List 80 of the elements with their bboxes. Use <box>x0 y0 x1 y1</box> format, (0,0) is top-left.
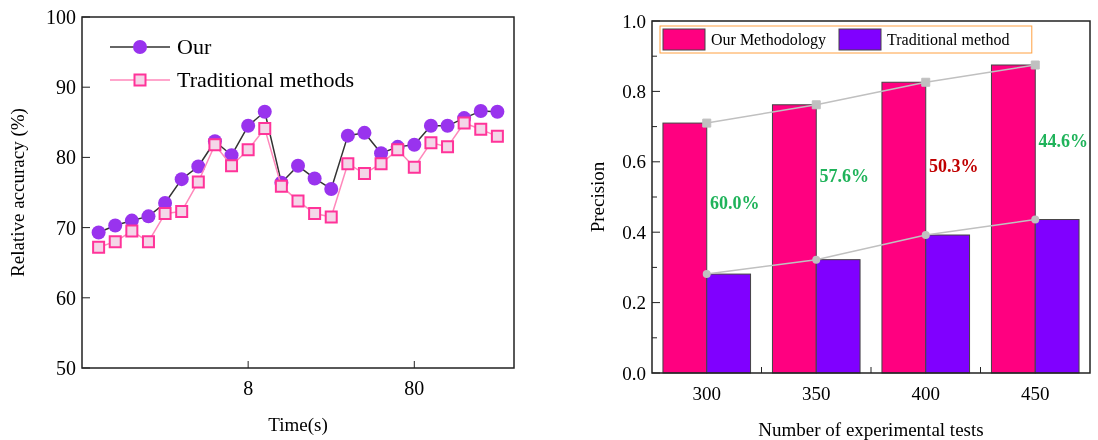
point <box>702 118 712 128</box>
point <box>441 140 455 154</box>
legend-label: Our <box>177 34 212 59</box>
point <box>307 171 322 186</box>
point <box>811 100 821 110</box>
x-tick-label: 350 <box>802 383 831 404</box>
y-tick-label: 90 <box>56 76 76 99</box>
point <box>423 118 438 133</box>
point <box>191 159 206 174</box>
point <box>474 122 488 136</box>
y-tick-label: 0.8 <box>622 81 646 103</box>
point <box>108 218 123 233</box>
point <box>702 270 711 279</box>
point <box>473 104 488 119</box>
point <box>812 255 821 264</box>
point <box>274 179 288 193</box>
point <box>92 240 106 254</box>
y-tick-label: 60 <box>56 286 76 309</box>
y-tick-label: 100 <box>46 6 76 28</box>
point <box>258 122 272 136</box>
legend-label: Traditional methods <box>177 67 355 92</box>
point <box>424 136 438 150</box>
x-tick-label: 300 <box>692 383 721 404</box>
point <box>308 207 322 221</box>
point <box>357 167 371 181</box>
y-tick-label: 80 <box>56 146 76 169</box>
x-tick-label: 400 <box>911 383 940 404</box>
point <box>257 104 272 119</box>
point <box>125 224 139 238</box>
y-axis-title: Relative accuracy (%) <box>7 108 29 277</box>
x-tick-label: 450 <box>1021 383 1050 404</box>
y-tick-label: 70 <box>56 216 76 239</box>
annotation: 60.0% <box>709 192 760 213</box>
point <box>225 159 239 173</box>
point <box>391 143 405 157</box>
point <box>921 77 931 87</box>
point <box>407 137 422 152</box>
x-tick-label: 80 <box>404 377 425 399</box>
y-tick-label: 0.0 <box>622 362 646 384</box>
point <box>141 209 156 224</box>
point <box>191 175 205 189</box>
point <box>490 129 504 143</box>
point <box>357 125 372 140</box>
point <box>457 116 471 130</box>
point <box>241 143 255 157</box>
point <box>921 231 930 240</box>
point <box>341 157 355 171</box>
y-tick-label: 1.0 <box>622 10 646 32</box>
x-axis-title: Time(s) <box>268 414 328 436</box>
point <box>490 104 505 119</box>
point <box>141 235 155 249</box>
y-tick-label: 0.6 <box>622 151 646 173</box>
point <box>108 235 122 249</box>
point <box>175 204 189 218</box>
legend-label: Traditional method <box>887 31 1010 48</box>
point <box>174 172 189 187</box>
point <box>324 181 339 196</box>
annotation: 50.3% <box>928 156 979 177</box>
y-tick-label: 0.2 <box>622 292 646 314</box>
y-tick-label: 0.4 <box>622 221 647 243</box>
point <box>340 128 355 143</box>
point <box>1030 60 1040 70</box>
point <box>1031 215 1040 224</box>
annotation: 57.6% <box>819 166 869 187</box>
point <box>324 210 338 224</box>
point <box>374 157 388 171</box>
point <box>440 118 455 133</box>
y-axis-title: Precision <box>587 161 608 233</box>
point <box>208 138 222 152</box>
point <box>241 118 256 133</box>
x-tick-label: 8 <box>243 377 254 399</box>
y-tick-label: 50 <box>56 357 76 379</box>
x-axis-title: Number of experimental tests <box>758 419 984 440</box>
point <box>407 160 421 174</box>
point <box>158 207 172 221</box>
point <box>91 225 106 240</box>
point <box>291 158 305 173</box>
annotation: 44.6% <box>1038 130 1088 151</box>
legend-label: Our Methodology <box>711 31 827 49</box>
point <box>291 194 305 208</box>
